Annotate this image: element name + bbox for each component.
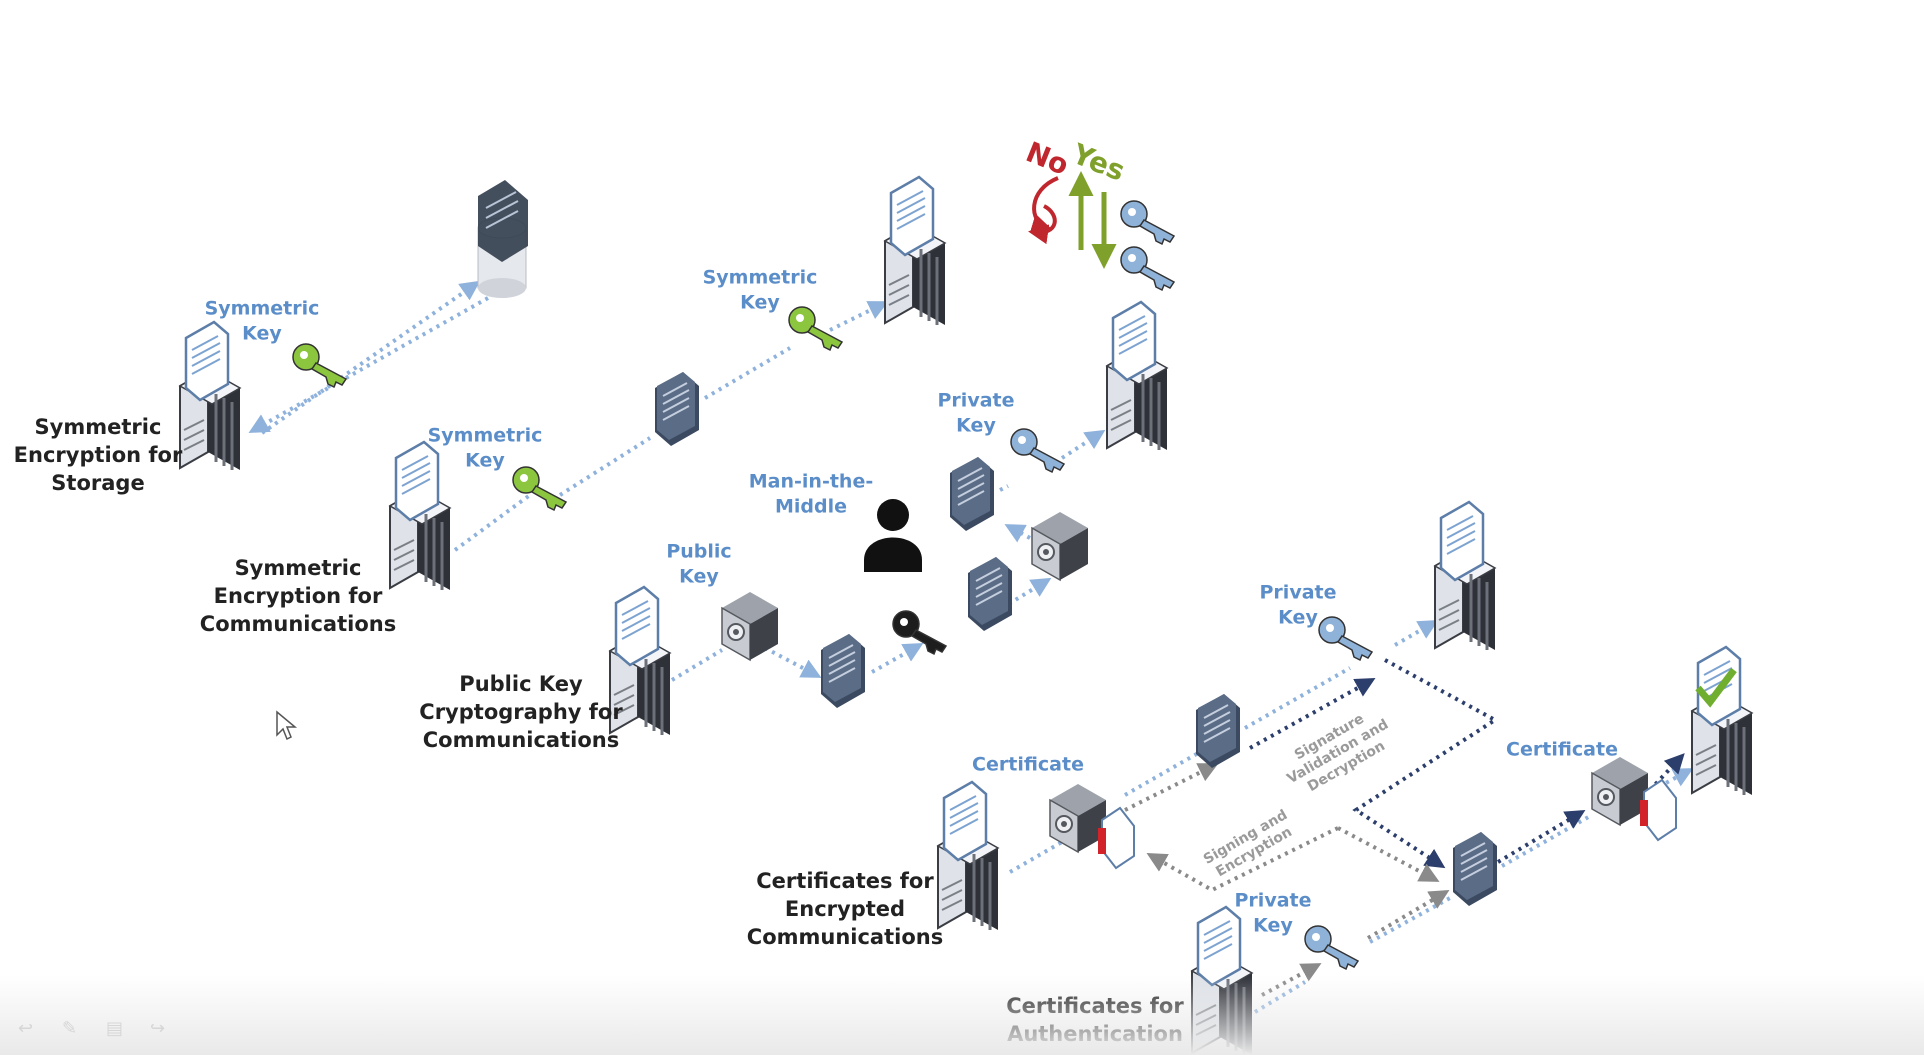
forward-icon[interactable]: ↪ <box>150 1018 166 1039</box>
checkmark-icon <box>1695 667 1737 708</box>
title-symmetric-communications: Symmetric Encryption for Communications <box>199 556 397 636</box>
arrow-pk-3 <box>871 643 924 674</box>
back-icon[interactable]: ↩ <box>18 1018 34 1039</box>
title-certificates-encrypted: Certificates for Encrypted Communications <box>746 869 944 949</box>
arrow-comm-4 <box>829 301 889 332</box>
arrow-comm-3 <box>703 346 792 400</box>
title-public-key-cryptography: Public Key Cryptography for Communications <box>419 672 623 752</box>
person-icon <box>864 499 922 572</box>
arrow-cert-light-4 <box>1394 620 1439 647</box>
player-control-bar <box>0 975 1924 1055</box>
arrow-cert-light-2 <box>1124 750 1201 797</box>
label-symmetric-key-3: Symmetric Key <box>427 424 543 472</box>
document-icon <box>820 633 866 709</box>
arrow-auth-light-3 <box>1501 813 1593 868</box>
server-icon <box>1105 300 1169 452</box>
key-icon <box>1120 200 1175 245</box>
label-private-key-2: Private Key <box>1259 581 1337 629</box>
arrow-auth-gray-2 <box>1366 889 1450 940</box>
label-private-key-3: Private Key <box>1234 889 1312 937</box>
no-arrow-icon <box>1028 204 1057 245</box>
database-icon <box>477 180 528 298</box>
arrow-cert-light-1 <box>1009 840 1063 874</box>
arrow-pk-1 <box>670 648 724 682</box>
arrow-cert-gray-1 <box>1124 763 1219 812</box>
server-icon <box>1690 645 1754 797</box>
label-private-key-1: Private Key <box>937 389 1015 437</box>
server-icon <box>936 780 1000 932</box>
safe-icon <box>721 591 779 661</box>
label-mitm: Man-in-the- Middle <box>748 470 874 518</box>
label-symmetric-key-2: Symmetric Key <box>702 266 818 314</box>
title-symmetric-storage: Symmetric Encryption for Storage <box>13 415 183 495</box>
document-icon <box>967 556 1013 632</box>
arrow-pk-7 <box>1060 429 1106 460</box>
arrow-cert-light-3 <box>1244 666 1351 730</box>
document-icon <box>949 456 995 532</box>
certificate-icon <box>1049 783 1135 870</box>
arrow-cert-navy-2 <box>1496 809 1586 864</box>
certificate-icon <box>1591 756 1677 842</box>
arrow-signing-2 <box>1337 826 1440 882</box>
server-icon <box>883 175 947 327</box>
key-icon <box>892 610 947 655</box>
label-symmetric-key-1: Symmetric Key <box>204 297 320 345</box>
arrow-sig-validation <box>1352 658 1499 869</box>
document-icon <box>1452 831 1498 907</box>
document-icon <box>654 371 700 447</box>
label-public-key: Public Key <box>666 540 732 588</box>
key-icon <box>1304 925 1359 970</box>
arrow-storage-out <box>260 280 481 435</box>
arrow-pk-2 <box>764 646 822 678</box>
cursor-icon <box>276 710 298 741</box>
key-icon <box>292 343 347 388</box>
label-certificate-2: Certificate <box>1506 738 1618 761</box>
pen-icon[interactable]: ✎ <box>62 1018 78 1039</box>
arrow-storage-in <box>248 296 489 433</box>
key-icon <box>1120 246 1175 291</box>
document-icon <box>1195 693 1241 769</box>
safe-icon <box>1031 511 1089 581</box>
arrow-comm-1 <box>453 493 532 552</box>
arrow-pk-5 <box>1004 524 1031 543</box>
server-icon <box>1433 500 1497 652</box>
label-certificate-1: Certificate <box>972 753 1084 776</box>
menu-icon[interactable]: ▤ <box>106 1018 124 1039</box>
arrow-pk-6 <box>999 484 1009 492</box>
arrow-auth-light-2 <box>1369 896 1451 944</box>
key-icon <box>1010 428 1065 473</box>
arrow-comm-2 <box>558 436 652 497</box>
